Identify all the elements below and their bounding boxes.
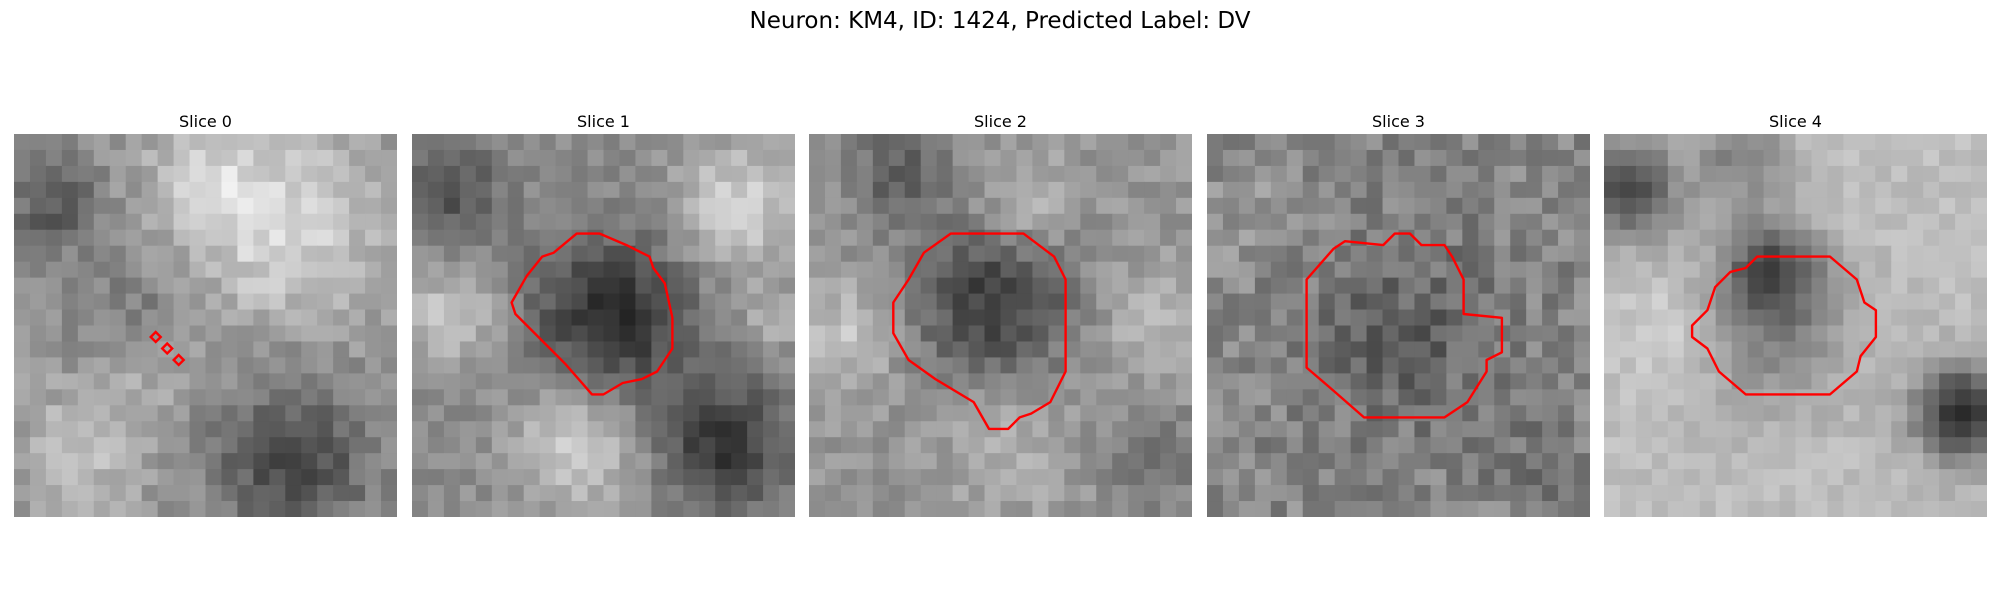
- figure-title: Neuron: KM4, ID: 1424, Predicted Label: …: [749, 8, 1251, 34]
- slice-title-0: Slice 0: [179, 112, 232, 131]
- slice-image-3: [1207, 134, 1590, 517]
- slice-image-2: [809, 134, 1192, 517]
- slice-title-3: Slice 3: [1372, 112, 1425, 131]
- slice-panel-3: Slice 3: [1207, 110, 1590, 517]
- segmentation-contour: [510, 232, 674, 396]
- marker-diamond: [149, 330, 163, 344]
- slice-panel-0: Slice 0: [14, 110, 397, 517]
- slice-title-2: Slice 2: [974, 112, 1027, 131]
- segmentation-contour: [892, 232, 1067, 431]
- slice-image-4: [1604, 134, 1987, 517]
- segmentation-contour: [1690, 255, 1878, 396]
- slice-title-1: Slice 1: [577, 112, 630, 131]
- slice-title-4: Slice 4: [1769, 112, 1822, 131]
- marker-diamond: [160, 341, 174, 356]
- slice-image-0: [14, 134, 397, 517]
- slice-panel-1: Slice 1: [412, 110, 795, 517]
- marker-diamond: [171, 353, 186, 367]
- segmentation-contour: [1305, 232, 1504, 419]
- slice-panel-4: Slice 4: [1604, 110, 1987, 517]
- slice-panel-2: Slice 2: [809, 110, 1192, 517]
- slice-image-1: [412, 134, 795, 517]
